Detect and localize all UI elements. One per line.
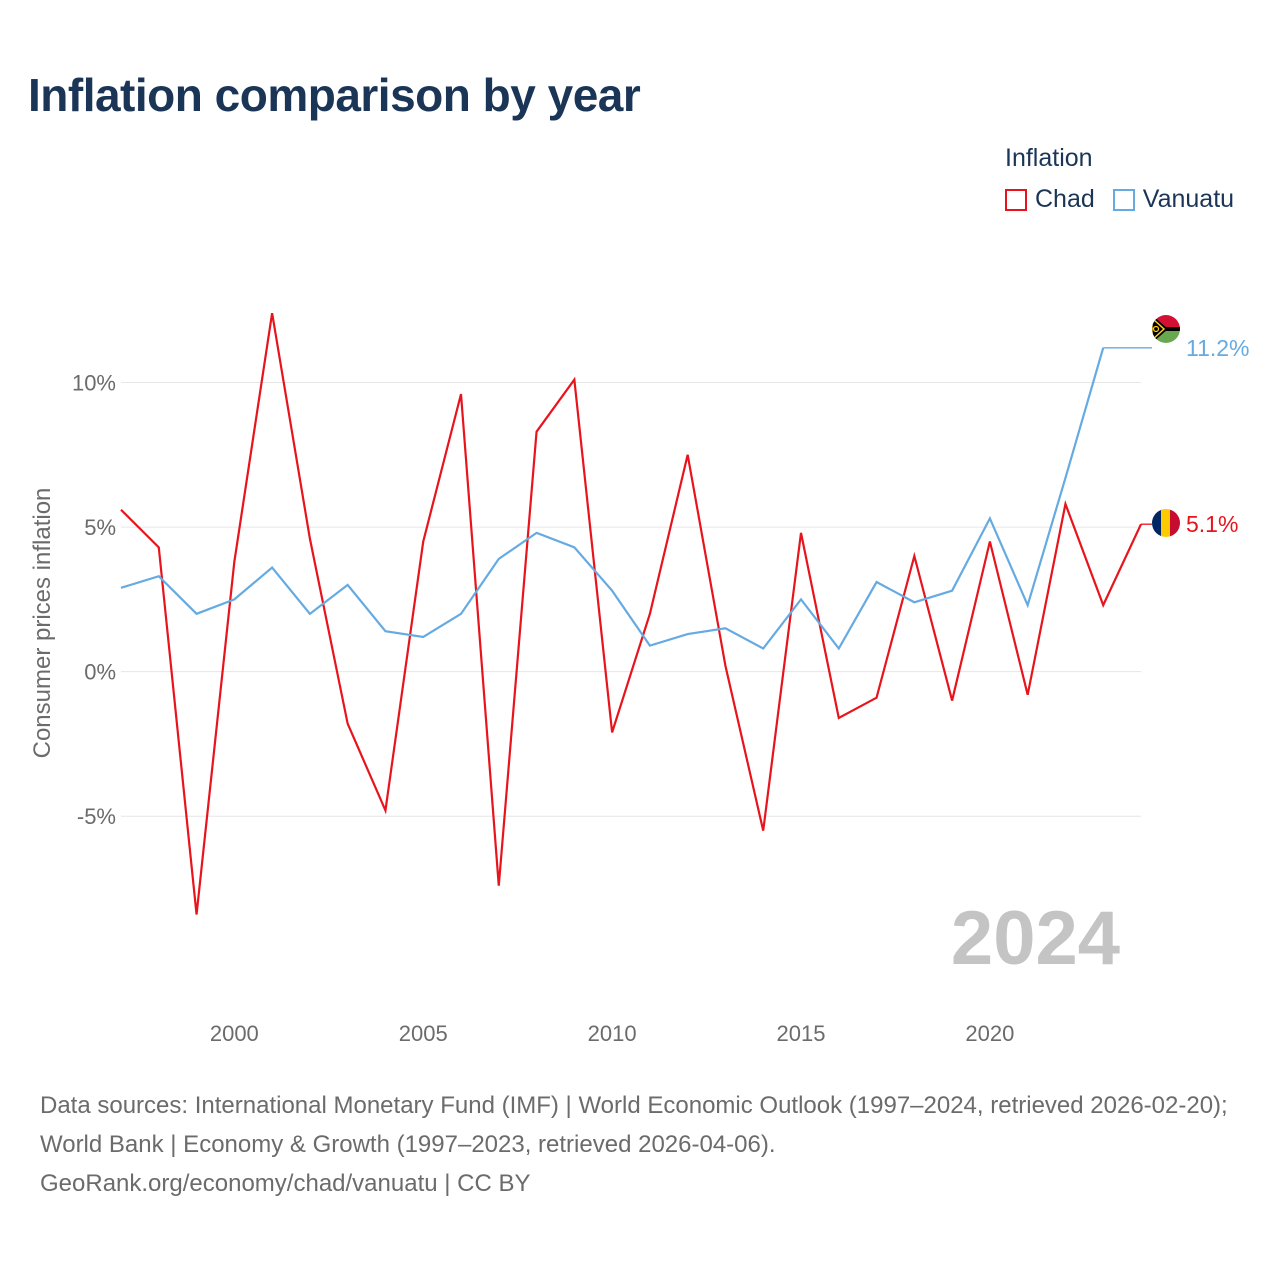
legend-title: Inflation — [1005, 144, 1093, 172]
chad-series-line[interactable] — [120, 312, 1142, 915]
legend: Chad Vanuatu — [1005, 185, 1234, 214]
y-tick-label: 0% — [84, 660, 116, 685]
credit-link[interactable]: GeoRank.org/economy/chad/vanuatu | CC BY — [40, 1170, 531, 1197]
data-sources: Data sources: International Monetary Fun… — [40, 1092, 1228, 1158]
x-tick-label: 2010 — [588, 1021, 637, 1046]
legend-swatch-vanuatu — [1112, 188, 1135, 211]
chad-end-label: 5.1% — [1186, 511, 1238, 537]
grid — [121, 382, 1141, 817]
legend-label-vanuatu: Vanuatu — [1142, 185, 1235, 213]
y-tick-label: 5% — [84, 515, 116, 540]
x-tick-label: 2020 — [965, 1021, 1014, 1046]
y-tick-label: -5% — [77, 804, 116, 829]
x-axis: 2000 2005 2010 2015 2020 — [210, 1021, 1015, 1046]
legend-label-chad: Chad — [1035, 185, 1095, 213]
legend-item-chad[interactable]: Chad — [1005, 185, 1095, 214]
x-tick-label: 2000 — [210, 1021, 259, 1046]
footer: Data sources: International Monetary Fun… — [40, 1086, 1250, 1203]
vanuatu-flag-icon — [1152, 315, 1180, 343]
legend-item-vanuatu[interactable]: Vanuatu — [1112, 185, 1235, 214]
y-axis-title: Consumer prices inflation — [29, 488, 56, 759]
x-tick-label: 2005 — [399, 1021, 448, 1046]
chad-flag-icon — [1152, 509, 1180, 537]
line-chart: 2024 -5% 0% 5% 10% 2000 2005 2010 2015 2020 Con… — [29, 312, 1250, 1046]
x-tick-label: 2015 — [777, 1021, 826, 1046]
y-axis: -5% 0% 5% 10% — [72, 371, 116, 830]
y-tick-label: 10% — [72, 371, 116, 396]
year-watermark: 2024 — [951, 896, 1120, 981]
end-labels: 5.1% 11.2% — [1186, 335, 1250, 537]
vanuatu-end-label: 11.2% — [1186, 335, 1250, 361]
chart-title: Inflation comparison by year — [28, 69, 641, 121]
legend-swatch-chad — [1005, 188, 1027, 211]
series — [120, 312, 1152, 915]
vanuatu-series-line[interactable] — [120, 347, 1105, 651]
